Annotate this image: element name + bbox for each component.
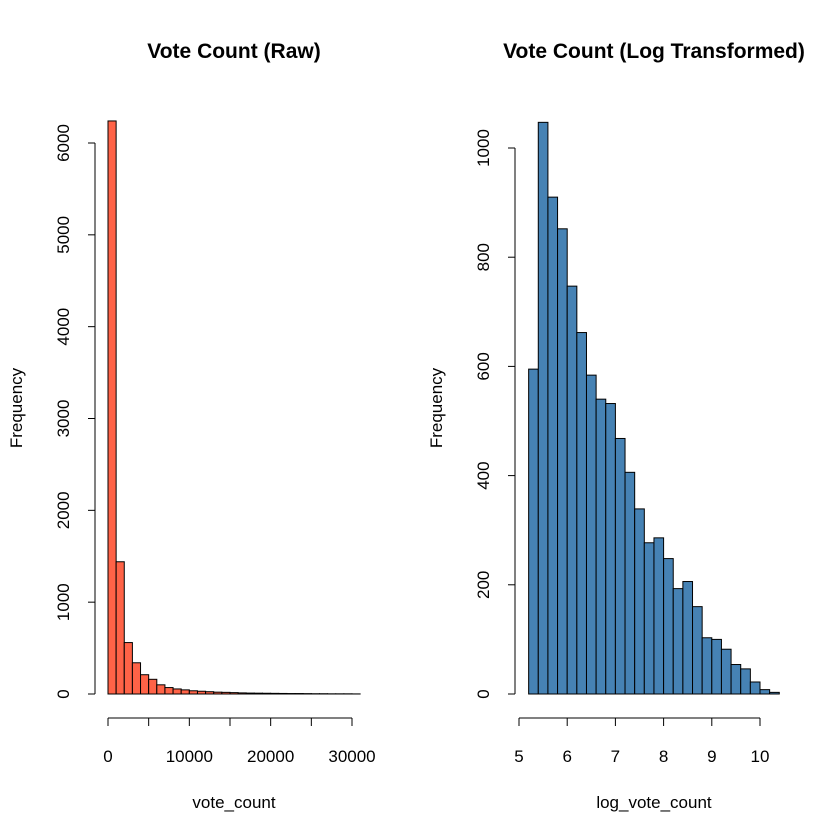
- histogram-bar: [270, 692, 280, 695]
- y-tick-label: 4000: [54, 308, 73, 346]
- y-tick-label: 800: [474, 243, 493, 271]
- histogram-bar: [123, 642, 133, 695]
- histogram-bar: [237, 692, 247, 695]
- histogram-bar: [180, 689, 190, 695]
- histogram-bar: [229, 692, 239, 695]
- y-axis-label: Frequency: [427, 367, 446, 448]
- y-tick-label: 3000: [54, 400, 73, 438]
- histogram-bar: [245, 692, 255, 695]
- histogram-bar: [205, 691, 215, 695]
- x-tick-label: 8: [659, 747, 668, 766]
- histogram-bar: [585, 374, 597, 695]
- histogram-bar: [759, 689, 771, 695]
- x-tick-label: 10000: [166, 747, 213, 766]
- histogram-bar: [749, 681, 761, 695]
- histogram-bar: [547, 196, 559, 695]
- x-tick-label: 5: [514, 747, 523, 766]
- y-axis-ticks: 0 1000 2000 3000 4000 5000 6000: [54, 124, 95, 699]
- y-tick-label: 1000: [54, 583, 73, 621]
- y-tick-label: 6000: [54, 124, 73, 162]
- x-tick-label: 20000: [247, 747, 294, 766]
- bars-group: [528, 121, 780, 695]
- histogram-bar: [576, 332, 587, 695]
- histogram-bar: [164, 687, 174, 695]
- histogram-bar: [672, 588, 684, 695]
- y-tick-label: 0: [54, 689, 73, 698]
- histogram-bar: [720, 648, 732, 695]
- histogram-bar: [172, 688, 182, 695]
- histogram-bar: [740, 668, 751, 695]
- y-axis-label: Frequency: [7, 367, 26, 448]
- histogram-bar: [634, 508, 645, 695]
- x-tick-label: 10: [751, 747, 770, 766]
- histogram-bar: [148, 678, 158, 695]
- histogram-bar: [692, 606, 703, 695]
- y-tick-label: 400: [474, 461, 493, 489]
- histogram-bar: [107, 120, 117, 695]
- histogram-bar: [253, 692, 264, 695]
- x-tick-label: 0: [103, 747, 112, 766]
- histogram-bar: [221, 691, 231, 695]
- y-tick-label: 0: [474, 689, 493, 698]
- histogram-bar: [605, 403, 616, 695]
- x-tick-label: 7: [611, 747, 620, 766]
- x-tick-label: 9: [707, 747, 716, 766]
- histogram-bar: [196, 690, 207, 695]
- histogram-bar: [624, 471, 636, 695]
- x-axis-label: log_vote_count: [596, 793, 712, 812]
- histogram-bar: [557, 228, 568, 695]
- x-axis-label: vote_count: [192, 793, 275, 812]
- raw-histogram-panel: Vote Count (Raw) 0 1000 2000 3000 4000 5000 60…: [7, 40, 376, 812]
- histogram-bar: [682, 581, 694, 695]
- x-axis-ticks: 5 6 7 8 9 10: [514, 718, 769, 766]
- y-tick-label: 1000: [474, 129, 493, 167]
- histogram-bar: [213, 691, 223, 695]
- y-tick-label: 200: [474, 571, 493, 599]
- histogram-bar: [663, 558, 674, 695]
- histogram-bar: [156, 684, 166, 695]
- histogram-bar: [188, 690, 198, 695]
- histogram-bar: [711, 638, 722, 695]
- histogram-bar: [730, 664, 742, 695]
- chart-title: Vote Count (Raw): [147, 40, 320, 63]
- histogram-bar: [595, 398, 607, 695]
- histogram-bar: [115, 561, 125, 695]
- histogram-bar: [614, 437, 626, 695]
- y-tick-label: 5000: [54, 216, 73, 254]
- y-axis-ticks: 0 200 400 600 800 1000: [474, 129, 515, 699]
- y-tick-label: 600: [474, 352, 493, 380]
- histogram-bar: [643, 542, 655, 695]
- x-axis-ticks: 0 10000 20000 30000: [103, 718, 376, 766]
- histogram-bar: [566, 285, 578, 695]
- bars-group: [107, 120, 361, 695]
- x-tick-label: 30000: [328, 747, 375, 766]
- log-histogram-panel: Vote Count (Log Transformed) 0 200 400 600 8…: [427, 40, 805, 812]
- x-tick-label: 6: [562, 747, 571, 766]
- histogram-bar: [701, 637, 713, 695]
- histogram-bar: [769, 691, 780, 695]
- chart-title: Vote Count (Log Transformed): [503, 40, 805, 63]
- histogram-bar: [262, 692, 272, 695]
- histogram-bar: [528, 368, 539, 695]
- histogram-bar: [278, 692, 288, 695]
- histogram-bar: [140, 674, 150, 695]
- y-tick-label: 2000: [54, 491, 73, 529]
- histogram-bar: [653, 537, 665, 695]
- histogram-bar: [537, 121, 549, 695]
- histogram-bar: [131, 662, 142, 695]
